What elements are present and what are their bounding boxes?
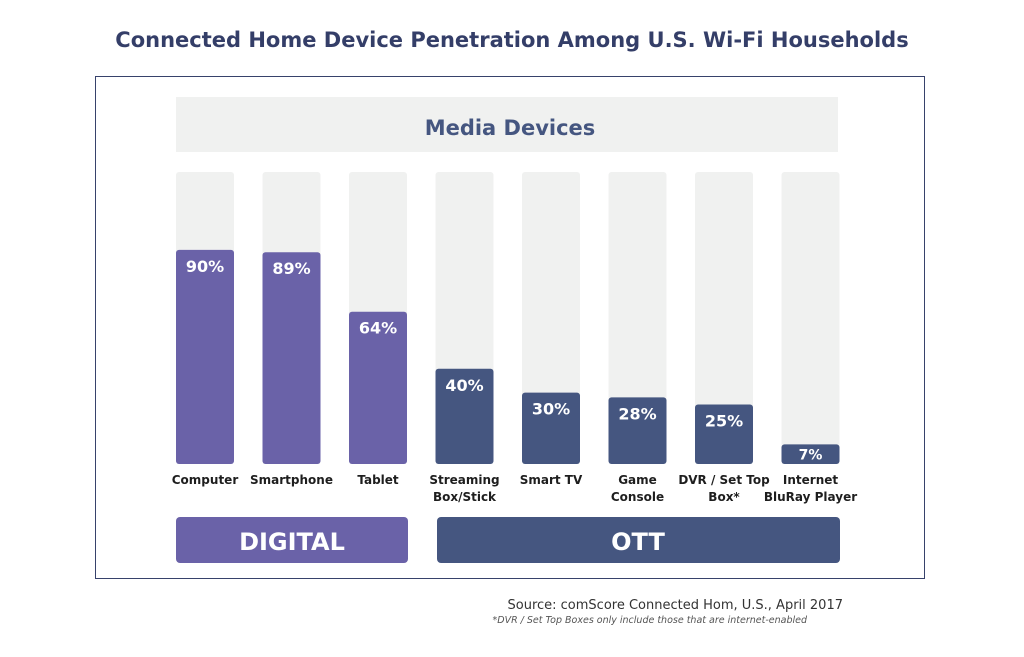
source-note: Source: comScore Connected Hom, U.S., Ap…: [507, 598, 844, 613]
bar: [781, 444, 840, 464]
category-label: BluRay Player: [764, 490, 857, 504]
bar-value-label: 64%: [359, 319, 397, 338]
group-banner-ott: [437, 517, 840, 563]
category-label: Game: [618, 473, 657, 487]
category-label: Box*: [708, 490, 740, 504]
header-band: [176, 97, 838, 152]
category-label: Console: [611, 490, 664, 504]
chart-frame: [95, 76, 925, 579]
category-label: Tablet: [357, 473, 399, 487]
group-banner-digital: [176, 517, 408, 563]
bar-value-label: 90%: [186, 257, 224, 276]
bar-track: [608, 172, 667, 464]
bar-value-label: 25%: [705, 412, 743, 431]
category-label: Streaming: [429, 473, 499, 487]
bar-value-label: 30%: [532, 400, 570, 419]
bar: [695, 404, 753, 464]
category-label: Smart TV: [520, 473, 583, 487]
bar: [176, 249, 234, 464]
group-label-ott: OTT: [611, 528, 665, 556]
bar-value-label: 40%: [445, 376, 483, 395]
bar-track: [695, 172, 753, 464]
chart-subtitle: Media Devices: [425, 116, 596, 140]
bar-track: [522, 172, 580, 464]
category-label: DVR / Set Top: [678, 473, 770, 487]
bar-value-label: 28%: [618, 404, 656, 423]
category-label: Box/Stick: [433, 490, 497, 504]
chart-title: Connected Home Device Penetration Among …: [115, 28, 909, 52]
group-label-digital: DIGITAL: [239, 528, 345, 556]
bar: [262, 252, 321, 464]
footnote: *DVR / Set Top Boxes only include those …: [492, 615, 808, 626]
bar-value-label: 7%: [799, 447, 823, 463]
category-label: Internet: [783, 473, 838, 487]
category-label: Smartphone: [250, 473, 333, 487]
bar-track: [781, 172, 840, 464]
bar: [349, 311, 407, 464]
category-label: Computer: [172, 473, 239, 487]
bar: [608, 397, 667, 464]
bar: [435, 368, 494, 464]
bar: [522, 392, 580, 464]
bar-value-label: 89%: [272, 259, 310, 278]
